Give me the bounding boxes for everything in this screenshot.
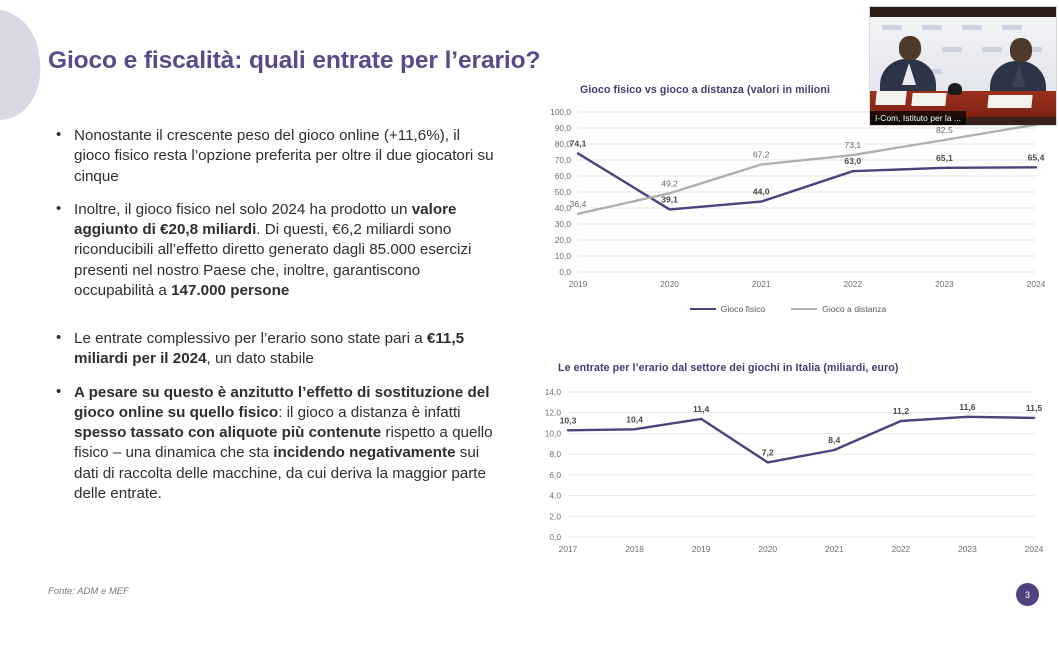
svg-text:2019: 2019 — [692, 544, 711, 554]
svg-text:63,0: 63,0 — [844, 156, 861, 166]
backdrop-logo-icon — [942, 47, 962, 52]
chart-plot-area: 0,0 2,0 4,0 6,0 8,0 10,0 12,0 14,0 2017 2018 2019 2… — [528, 378, 1048, 563]
svg-text:80,0: 80,0 — [555, 139, 572, 149]
bullet-list-top: Nonostante il crescente peso del gioco o… — [52, 125, 500, 314]
video-caption: I-Com, Istituto per la ... — [870, 111, 966, 125]
svg-text:8,4: 8,4 — [828, 435, 840, 445]
svg-text:0,0: 0,0 — [549, 532, 561, 542]
svg-text:65,4: 65,4 — [1028, 152, 1045, 162]
svg-text:40,0: 40,0 — [555, 203, 572, 213]
chart-plot-area: 0,0 10,0 20,0 30,0 40,0 50,0 60,0 70,0 80,0 90,0 1… — [528, 100, 1048, 300]
svg-text:10,4: 10,4 — [626, 414, 643, 424]
bullet-item: Nonostante il crescente peso del gioco o… — [52, 125, 500, 187]
chart-legend: Gioco fisico Gioco a distanza — [528, 304, 1048, 314]
video-paper — [987, 95, 1033, 108]
svg-text:82,5: 82,5 — [936, 125, 953, 135]
svg-text:60,0: 60,0 — [555, 171, 572, 181]
svg-text:2022: 2022 — [843, 279, 862, 289]
bullet-text: A pesare su questo è anzitutto l’effetto… — [74, 383, 493, 502]
bullet-item: A pesare su questo è anzitutto l’effetto… — [52, 382, 500, 505]
svg-text:2021: 2021 — [825, 544, 844, 554]
svg-text:2021: 2021 — [752, 279, 771, 289]
legend-item-gioco-a-distanza: Gioco a distanza — [791, 304, 886, 314]
bullet-text: Nonostante il crescente peso del gioco o… — [74, 127, 494, 185]
svg-text:100,0: 100,0 — [550, 107, 571, 117]
bullet-text: Le entrate complessivo per l’erario sono… — [74, 330, 465, 368]
svg-text:0,0: 0,0 — [559, 267, 571, 277]
svg-text:10,3: 10,3 — [560, 415, 577, 425]
page-title: Gioco e fiscalità: quali entrate per l’e… — [48, 47, 541, 74]
chart-title: Le entrate per l’erario dal settore dei … — [558, 362, 899, 374]
chart-title: Gioco fisico vs gioco a distanza (valori… — [580, 84, 830, 96]
svg-text:10,0: 10,0 — [545, 428, 562, 438]
svg-text:2020: 2020 — [758, 544, 777, 554]
svg-text:74,1: 74,1 — [570, 138, 587, 148]
svg-text:20,0: 20,0 — [555, 235, 572, 245]
svg-text:11,4: 11,4 — [693, 404, 709, 414]
svg-text:8,0: 8,0 — [549, 449, 561, 459]
svg-text:2023: 2023 — [935, 279, 954, 289]
svg-text:67,2: 67,2 — [753, 149, 770, 159]
backdrop-logo-icon — [922, 25, 942, 30]
svg-text:49,2: 49,2 — [661, 178, 678, 188]
svg-text:2022: 2022 — [892, 544, 911, 554]
svg-text:2017: 2017 — [559, 544, 578, 554]
svg-text:14,0: 14,0 — [545, 387, 562, 397]
chart-entrate-erario: Le entrate per l’erario dal settore dei … — [528, 362, 1048, 587]
legend-label: Gioco fisico — [720, 304, 766, 314]
svg-text:30,0: 30,0 — [555, 219, 572, 229]
svg-text:12,0: 12,0 — [545, 408, 562, 418]
svg-text:10,0: 10,0 — [555, 251, 572, 261]
backdrop-logo-icon — [982, 47, 1002, 52]
svg-text:2024: 2024 — [1027, 279, 1046, 289]
svg-text:70,0: 70,0 — [555, 155, 572, 165]
backdrop-logo-icon — [882, 25, 902, 30]
svg-text:2020: 2020 — [660, 279, 679, 289]
svg-text:11,2: 11,2 — [893, 406, 909, 416]
svg-text:2,0: 2,0 — [549, 511, 561, 521]
video-overlay[interactable]: I-Com, Istituto per la ... — [870, 7, 1056, 125]
svg-text:7,2: 7,2 — [762, 447, 774, 457]
svg-text:44,0: 44,0 — [753, 187, 770, 197]
legend-label: Gioco a distanza — [822, 304, 887, 314]
decorative-arc-shape — [0, 1, 49, 127]
backdrop-logo-icon — [962, 25, 982, 30]
svg-text:90,0: 90,0 — [555, 123, 572, 133]
svg-text:2018: 2018 — [625, 544, 644, 554]
svg-text:4,0: 4,0 — [549, 491, 561, 501]
svg-text:65,1: 65,1 — [936, 153, 953, 163]
svg-text:50,0: 50,0 — [555, 187, 572, 197]
svg-text:2024: 2024 — [1025, 544, 1044, 554]
svg-text:39,1: 39,1 — [661, 194, 678, 204]
backdrop-logo-icon — [1022, 47, 1042, 52]
chart-gioco-fisico-vs-distanza: Gioco fisico vs gioco a distanza (valori… — [528, 84, 1048, 334]
bullet-text: Inoltre, il gioco fisico nel solo 2024 h… — [74, 200, 472, 299]
svg-text:6,0: 6,0 — [549, 470, 561, 480]
page-number-badge: 3 — [1016, 583, 1039, 606]
legend-swatch — [689, 307, 716, 311]
bullet-list-bottom: Le entrate complessivo per l’erario sono… — [52, 328, 500, 517]
svg-text:36,4: 36,4 — [570, 199, 587, 209]
backdrop-logo-icon — [1002, 25, 1022, 30]
bullet-item: Le entrate complessivo per l’erario sono… — [52, 328, 500, 370]
svg-text:2019: 2019 — [569, 279, 588, 289]
legend-swatch — [791, 307, 818, 311]
bullet-item: Inoltre, il gioco fisico nel solo 2024 h… — [52, 199, 500, 301]
legend-item-gioco-fisico: Gioco fisico — [689, 304, 766, 314]
video-paper — [911, 93, 947, 106]
svg-text:11,6: 11,6 — [959, 402, 975, 412]
svg-text:73,1: 73,1 — [844, 140, 861, 150]
video-paper — [875, 91, 907, 105]
microphone-icon — [948, 83, 962, 95]
source-note: Fonte: ADM e MEF — [48, 586, 129, 597]
svg-text:11,5: 11,5 — [1026, 403, 1042, 413]
svg-text:2023: 2023 — [958, 544, 977, 554]
